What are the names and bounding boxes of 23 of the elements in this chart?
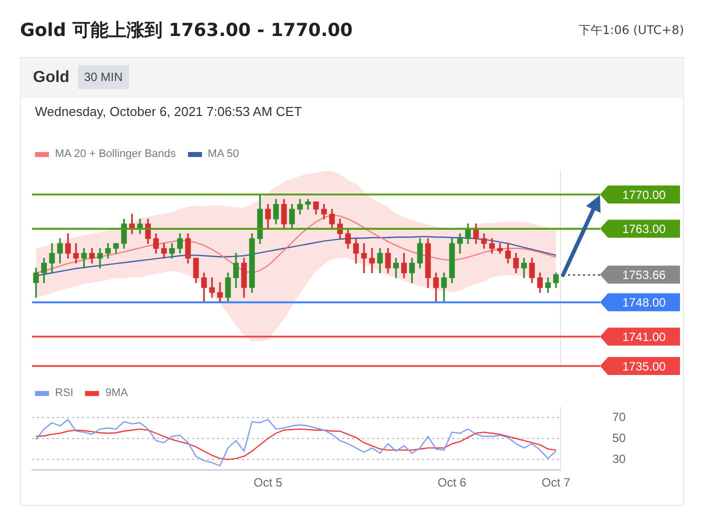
x-tick-label: Oct 7 [542, 476, 571, 490]
y-tick-label: 70 [612, 410, 626, 424]
x-tick-label: Oct 5 [254, 476, 283, 490]
candlestick [369, 248, 375, 274]
y-tick-label: 1763.00 [622, 222, 666, 236]
chart-subtitle: Wednesday, October 6, 2021 7:06:53 AM CET [35, 104, 302, 119]
legend-label: MA 20 + Bollinger Bands [55, 148, 176, 160]
y-tick-label: 1748.00 [622, 296, 666, 310]
y-tick-label: 50 [612, 430, 626, 445]
candlestick [361, 243, 367, 274]
y-tick-label: 1770.00 [622, 188, 666, 202]
chart-title: Gold 可能上涨到 1763.00 - 1770.00 [20, 19, 353, 42]
text: Gold [33, 69, 70, 87]
text: 30 MIN [78, 65, 129, 89]
legend-label: 9MA [105, 387, 128, 399]
y-tick-label: 1753.66 [622, 268, 666, 282]
y-tick-label: 1741.00 [622, 330, 666, 344]
text: 下午1:06 (UTC+8) [578, 22, 684, 39]
y-tick-label: 30 [612, 452, 626, 466]
legend-label: RSI [55, 387, 74, 399]
y-tick-label: 1735.00 [622, 359, 666, 374]
x-tick-label: Oct 6 [438, 476, 467, 490]
legend-label: MA 50 [208, 148, 239, 160]
